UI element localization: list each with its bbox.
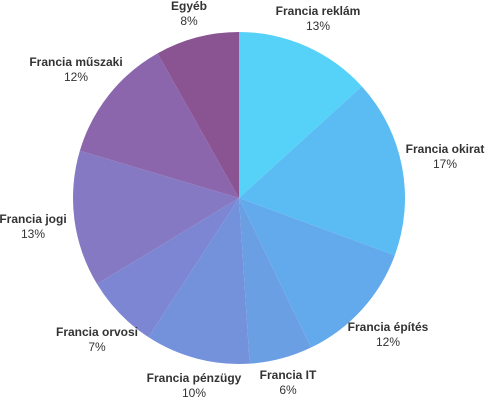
slice-label: Francia jogi <box>0 212 67 226</box>
slice-value: 13% <box>306 19 330 33</box>
pie-slice <box>239 198 312 364</box>
slice-label: Egyéb <box>171 0 207 13</box>
pie-slice <box>239 86 405 256</box>
pie-slice <box>239 198 395 348</box>
slice-label: Francia IT <box>260 368 317 382</box>
pie-slice <box>97 198 240 338</box>
pie-slice <box>72 150 239 285</box>
slice-label: Francia műszaki <box>29 55 122 69</box>
slice-value: 7% <box>88 340 106 354</box>
slice-label: Francia reklám <box>276 4 361 18</box>
slice-value: 6% <box>279 383 297 397</box>
slice-value: 12% <box>376 335 400 349</box>
slice-value: 10% <box>182 386 206 400</box>
slice-value: 17% <box>433 157 457 171</box>
slice-label: Francia okirat <box>406 142 485 156</box>
slice-value: 13% <box>21 227 45 241</box>
pie-slice <box>157 32 239 198</box>
slice-value: 8% <box>180 14 198 28</box>
pie-slice <box>239 32 362 198</box>
pie-slice <box>148 198 250 364</box>
slice-label: Francia orvosi <box>56 325 138 339</box>
slice-label: Francia pénzügy <box>147 371 242 385</box>
slice-label: Francia építés <box>348 320 429 334</box>
slice-value: 12% <box>64 70 88 84</box>
pie-slice <box>79 53 239 198</box>
